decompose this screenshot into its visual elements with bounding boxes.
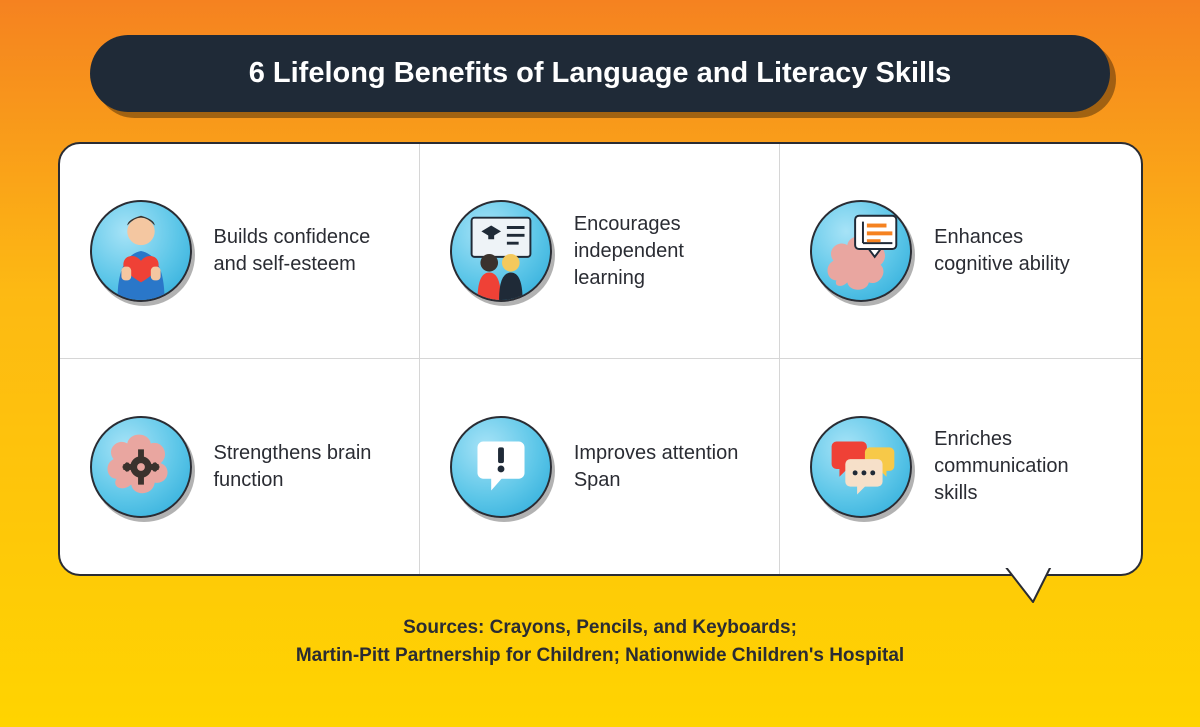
sources-text: Sources: Crayons, Pencils, and Keyboards… [296, 614, 904, 669]
benefit-cell: Builds confidence and self-esteem [60, 144, 420, 359]
sources-line: Sources: Crayons, Pencils, and Keyboards… [296, 614, 904, 642]
benefit-cell: Enhances cognitive ability [780, 144, 1140, 359]
benefit-label: Improves attention Span [574, 440, 744, 494]
benefits-panel-wrap: Builds confidence and self-esteem Encour… [58, 142, 1143, 576]
benefit-label: Strengthens brain function [214, 440, 384, 494]
chat-bubbles-icon [810, 416, 912, 518]
benefit-label: Builds confidence and self-esteem [214, 224, 384, 278]
speech-alert-icon [450, 416, 552, 518]
benefits-panel: Builds confidence and self-esteem Encour… [58, 142, 1143, 576]
brain-gear-icon [90, 416, 192, 518]
benefit-cell: Strengthens brain function [60, 359, 420, 574]
benefit-cell: Improves attention Span [420, 359, 780, 574]
sources-line: Martin-Pitt Partnership for Children; Na… [296, 642, 904, 670]
speech-tail-icon [1003, 564, 1053, 604]
benefit-cell: Enriches communication skills [780, 359, 1140, 574]
benefit-label: Encourages independent learning [574, 211, 744, 292]
benefit-cell: Encourages independent learning [420, 144, 780, 359]
benefit-label: Enriches communication skills [934, 426, 1104, 507]
benefit-label: Enhances cognitive ability [934, 224, 1104, 278]
brain-chart-icon [810, 200, 912, 302]
page-title: 6 Lifelong Benefits of Language and Lite… [90, 35, 1110, 112]
classroom-icon [450, 200, 552, 302]
person-heart-icon [90, 200, 192, 302]
